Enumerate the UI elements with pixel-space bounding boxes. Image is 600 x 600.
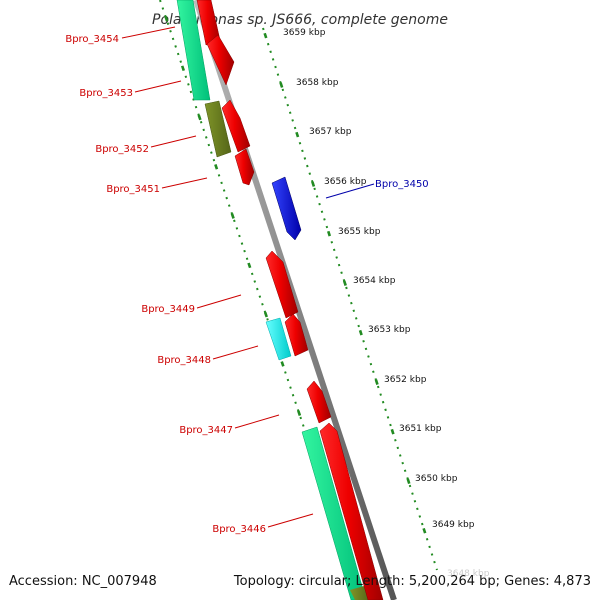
scale-label: 3648 kbp [447, 569, 490, 579]
gene-label: Bpro_3447 [179, 425, 233, 436]
scale-tick [327, 230, 332, 237]
scale-label: 3649 kbp [432, 520, 475, 530]
gene-label: Bpro_3449 [141, 304, 195, 315]
gene-label: Bpro_3448 [157, 355, 211, 366]
scale-tick [263, 311, 268, 318]
cds-bpro-3451 [234, 148, 255, 186]
gene-labels: Bpro_3454 Bpro_3453 Bpro_3452 Bpro_3451 … [65, 34, 428, 535]
cds-bpro-3449 [265, 250, 299, 319]
gene-leader-lines [121, 26, 314, 528]
scale-tick [295, 131, 300, 138]
scale-labels: 3659 kbp 3658 kbp 3657 kbp 3656 kbp 3655… [283, 28, 490, 579]
cds-bpro-3448 [284, 313, 309, 357]
feature-teal-bottom [301, 426, 367, 600]
feature-teal-top [176, 0, 211, 101]
scale-tick [263, 32, 268, 39]
scale-tick [230, 213, 235, 219]
scale-tick [422, 527, 427, 534]
scale-label: 3652 kbp [384, 375, 427, 385]
scale-tick [247, 262, 252, 269]
scale-tick [390, 428, 395, 435]
scale-tick [406, 478, 411, 484]
scale-label: 3653 kbp [368, 325, 411, 335]
scale-tick [180, 65, 186, 72]
scale-tick [311, 181, 316, 187]
feature-cyan [265, 317, 292, 361]
gene-label: Bpro_3454 [65, 34, 119, 45]
leader-line [134, 80, 182, 93]
accession-text: Accession: NC_007948 [9, 574, 157, 589]
gene-label: Bpro_3451 [106, 184, 160, 195]
scale-label: 3656 kbp [324, 177, 367, 187]
inner-scale-track [159, 0, 363, 600]
scale-tick [280, 361, 285, 367]
cds-bpro-3453 [206, 34, 235, 86]
scale-tick [358, 329, 363, 336]
scale-label: 3655 kbp [338, 227, 381, 237]
scale-label: 3659 kbp [283, 28, 326, 38]
leader-line [267, 513, 314, 528]
scale-label: 3657 kbp [309, 127, 352, 137]
map-title: Polaromonas sp. JS666, complete genome [152, 12, 448, 28]
scale-label: 3654 kbp [353, 276, 396, 286]
leader-line [196, 294, 242, 309]
outer-scale-ticks [263, 32, 427, 534]
scale-tick [214, 164, 219, 170]
gene-label: Bpro_3450 [375, 179, 429, 190]
scale-tick [374, 379, 379, 385]
leader-line [234, 414, 280, 429]
gene-label: Bpro_3446 [212, 524, 266, 535]
leader-line [150, 135, 197, 148]
feature-olive [204, 100, 232, 158]
genome-summary-text: Topology: circular; Length: 5,200,264 bp… [233, 574, 591, 589]
scale-tick [197, 114, 202, 121]
scale-tick [164, 16, 169, 22]
cds-bpro-3450 [271, 176, 302, 241]
scale-tick [342, 280, 347, 286]
scale-tick [279, 82, 284, 88]
scale-label: 3658 kbp [296, 78, 339, 88]
scale-label: 3651 kbp [399, 424, 442, 434]
genome-backbone [193, 0, 397, 600]
gene-label: Bpro_3453 [79, 88, 133, 99]
leader-line [161, 177, 208, 189]
leader-line [121, 26, 176, 39]
leader-line-reverse [325, 183, 375, 199]
scale-label: 3650 kbp [415, 474, 458, 484]
cds-bpro-3447 [306, 380, 332, 424]
scale-tick [297, 410, 302, 416]
gene-label: Bpro_3452 [95, 144, 149, 155]
leader-line [212, 345, 259, 360]
cds-bpro-3452 [221, 99, 251, 153]
cds-bpro-3446 [319, 422, 384, 600]
